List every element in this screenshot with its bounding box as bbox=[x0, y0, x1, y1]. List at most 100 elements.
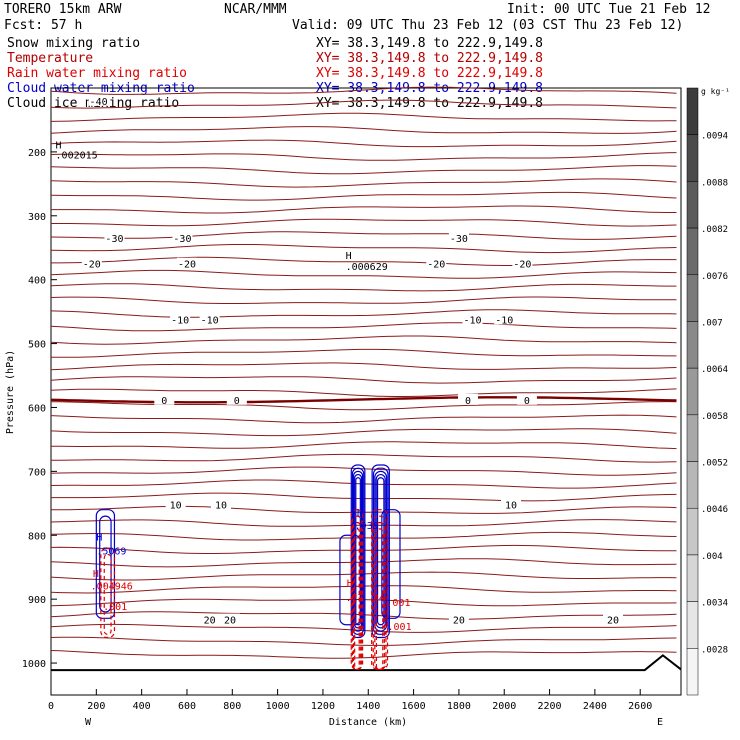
model-title: TORERO 15km ARW bbox=[4, 2, 122, 17]
colorbar-tick-label: .0064 bbox=[701, 365, 728, 375]
colorbar-tick-label: .0046 bbox=[701, 505, 728, 515]
contour-label-bg bbox=[170, 313, 191, 325]
y-tick-label: 900 bbox=[28, 595, 46, 606]
annotation-label: H bbox=[347, 578, 353, 589]
contour-label-bg bbox=[462, 313, 483, 325]
cloud-water-contour bbox=[350, 464, 366, 639]
contour-label-bg bbox=[603, 613, 624, 625]
field-legend-xy: XY= 38.3,149.8 to 222.9,149.8 bbox=[316, 96, 543, 111]
init-time: Init: 00 UTC Tue 21 Feb 12 bbox=[507, 2, 711, 17]
cloud-water-contour bbox=[374, 470, 388, 632]
colorbar-swatch bbox=[686, 414, 699, 462]
y-tick-label: 600 bbox=[28, 403, 46, 414]
y-axis-label: Pressure (hPa) bbox=[5, 350, 16, 434]
isotherm-line bbox=[51, 256, 677, 266]
contour-label-bg bbox=[512, 257, 533, 269]
annotation-label: .001 bbox=[386, 598, 410, 609]
isotherm-line bbox=[51, 218, 677, 227]
colorbar-tick-label: .0094 bbox=[701, 132, 728, 142]
forecast-hour: Fcst: 57 h bbox=[4, 18, 82, 33]
isotherm-line bbox=[50, 362, 677, 371]
isotherm-line bbox=[50, 388, 677, 397]
contour-label-bg bbox=[165, 498, 186, 510]
contour-label-bg bbox=[448, 613, 469, 625]
isotherm-line bbox=[50, 335, 677, 345]
x-tick-label: 1000 bbox=[266, 701, 290, 712]
contour-label: -10 bbox=[463, 315, 481, 326]
x-tick-label: 2200 bbox=[538, 701, 562, 712]
isotherm-line bbox=[50, 309, 677, 318]
contour-label-bg bbox=[104, 232, 125, 244]
contour-label: -30 bbox=[173, 234, 191, 245]
colorbar-swatch bbox=[686, 227, 699, 276]
y-tick-label: 700 bbox=[28, 467, 46, 478]
annotations: H.002015H.000629H.5069H.004946.001H.939H… bbox=[56, 141, 412, 633]
rain-contour bbox=[372, 515, 387, 671]
colorbar-swatch bbox=[686, 461, 699, 509]
y-tick-label: 800 bbox=[28, 531, 46, 542]
colorbar-tick-label: .0028 bbox=[701, 645, 728, 655]
contour-label: -20 bbox=[513, 260, 531, 271]
colorbar-swatch bbox=[686, 274, 699, 322]
y-tick-label: 300 bbox=[28, 212, 46, 223]
annotation-label: H bbox=[93, 569, 99, 580]
isotherm-line bbox=[50, 322, 677, 332]
contour-label-bg bbox=[154, 393, 175, 405]
x-tick-label: 1200 bbox=[311, 701, 335, 712]
isotherm-line bbox=[50, 296, 677, 304]
west-label: W bbox=[85, 717, 92, 728]
valid-time: Valid: 09 UTC Thu 23 Feb 12 (03 CST Thu … bbox=[292, 18, 683, 33]
x-tick-label: 2600 bbox=[628, 701, 652, 712]
isotherm-line bbox=[50, 86, 677, 95]
rain-contour bbox=[103, 553, 112, 635]
annotation-label: H bbox=[56, 141, 62, 152]
contour-label: 10 bbox=[170, 501, 182, 512]
isotherm-line bbox=[50, 466, 677, 476]
isotherm-line bbox=[50, 178, 677, 188]
annotation-label: .001 bbox=[103, 602, 127, 613]
rain-contour bbox=[100, 547, 116, 639]
axes: 0 200 400 600 800 1000 1200 1400 1600 1800 2000 220… bbox=[22, 148, 652, 712]
cloud-water-contour bbox=[99, 515, 112, 613]
contour-label-bg bbox=[199, 313, 220, 325]
contour-label: 10 bbox=[215, 501, 227, 512]
colorbar-tick-label: .004 bbox=[701, 552, 723, 562]
x-tick-label: 1800 bbox=[447, 701, 471, 712]
field-legend-name: Rain water mixing ratio bbox=[7, 66, 187, 81]
isotherm-line bbox=[50, 348, 677, 358]
x-tick-label: 1400 bbox=[356, 701, 380, 712]
colorbar: .0094 .0088 .0082 .0076 .007 .0064 .0058 .0052.… bbox=[686, 87, 730, 696]
colorbar-swatch bbox=[686, 134, 699, 182]
annotation-label: .939 bbox=[355, 521, 379, 532]
isotherm-line bbox=[50, 441, 677, 450]
field-legend-xy: XY= 38.3,149.8 to 222.9,149.8 bbox=[316, 66, 543, 81]
rain-contour bbox=[375, 528, 384, 671]
cloud-water-contour bbox=[351, 467, 365, 635]
rain-contour bbox=[374, 521, 385, 671]
colorbar-swatch bbox=[686, 321, 699, 369]
rain-contour bbox=[351, 515, 363, 671]
isotherm-line bbox=[50, 112, 677, 122]
plot-frame bbox=[50, 87, 682, 696]
contour-label-bg bbox=[494, 313, 515, 325]
colorbar-unit: g kg⁻¹ bbox=[701, 87, 730, 96]
cloud-water-contour bbox=[375, 473, 386, 629]
contour-label: -40 bbox=[90, 97, 108, 108]
contour-label: 20 bbox=[204, 616, 216, 627]
contour-label: -10 bbox=[171, 315, 189, 326]
rain-contour bbox=[354, 528, 360, 671]
colorbar-swatch bbox=[686, 554, 699, 602]
colorbar-swatch bbox=[686, 648, 699, 696]
east-label: E bbox=[657, 717, 663, 728]
annotation-label: .5069 bbox=[96, 546, 126, 557]
colorbar-tick-label: .0052 bbox=[701, 459, 728, 469]
contour-label: 10 bbox=[505, 501, 517, 512]
x-tick-label: 400 bbox=[133, 701, 151, 712]
x-tick-label: 600 bbox=[178, 701, 196, 712]
x-tick-label: 800 bbox=[223, 701, 241, 712]
isotherm-line bbox=[50, 191, 677, 201]
isotherm-line bbox=[50, 376, 677, 384]
x-tick-label: 1600 bbox=[402, 701, 426, 712]
isotherm-line bbox=[50, 414, 677, 424]
isotherm-line bbox=[50, 269, 677, 279]
